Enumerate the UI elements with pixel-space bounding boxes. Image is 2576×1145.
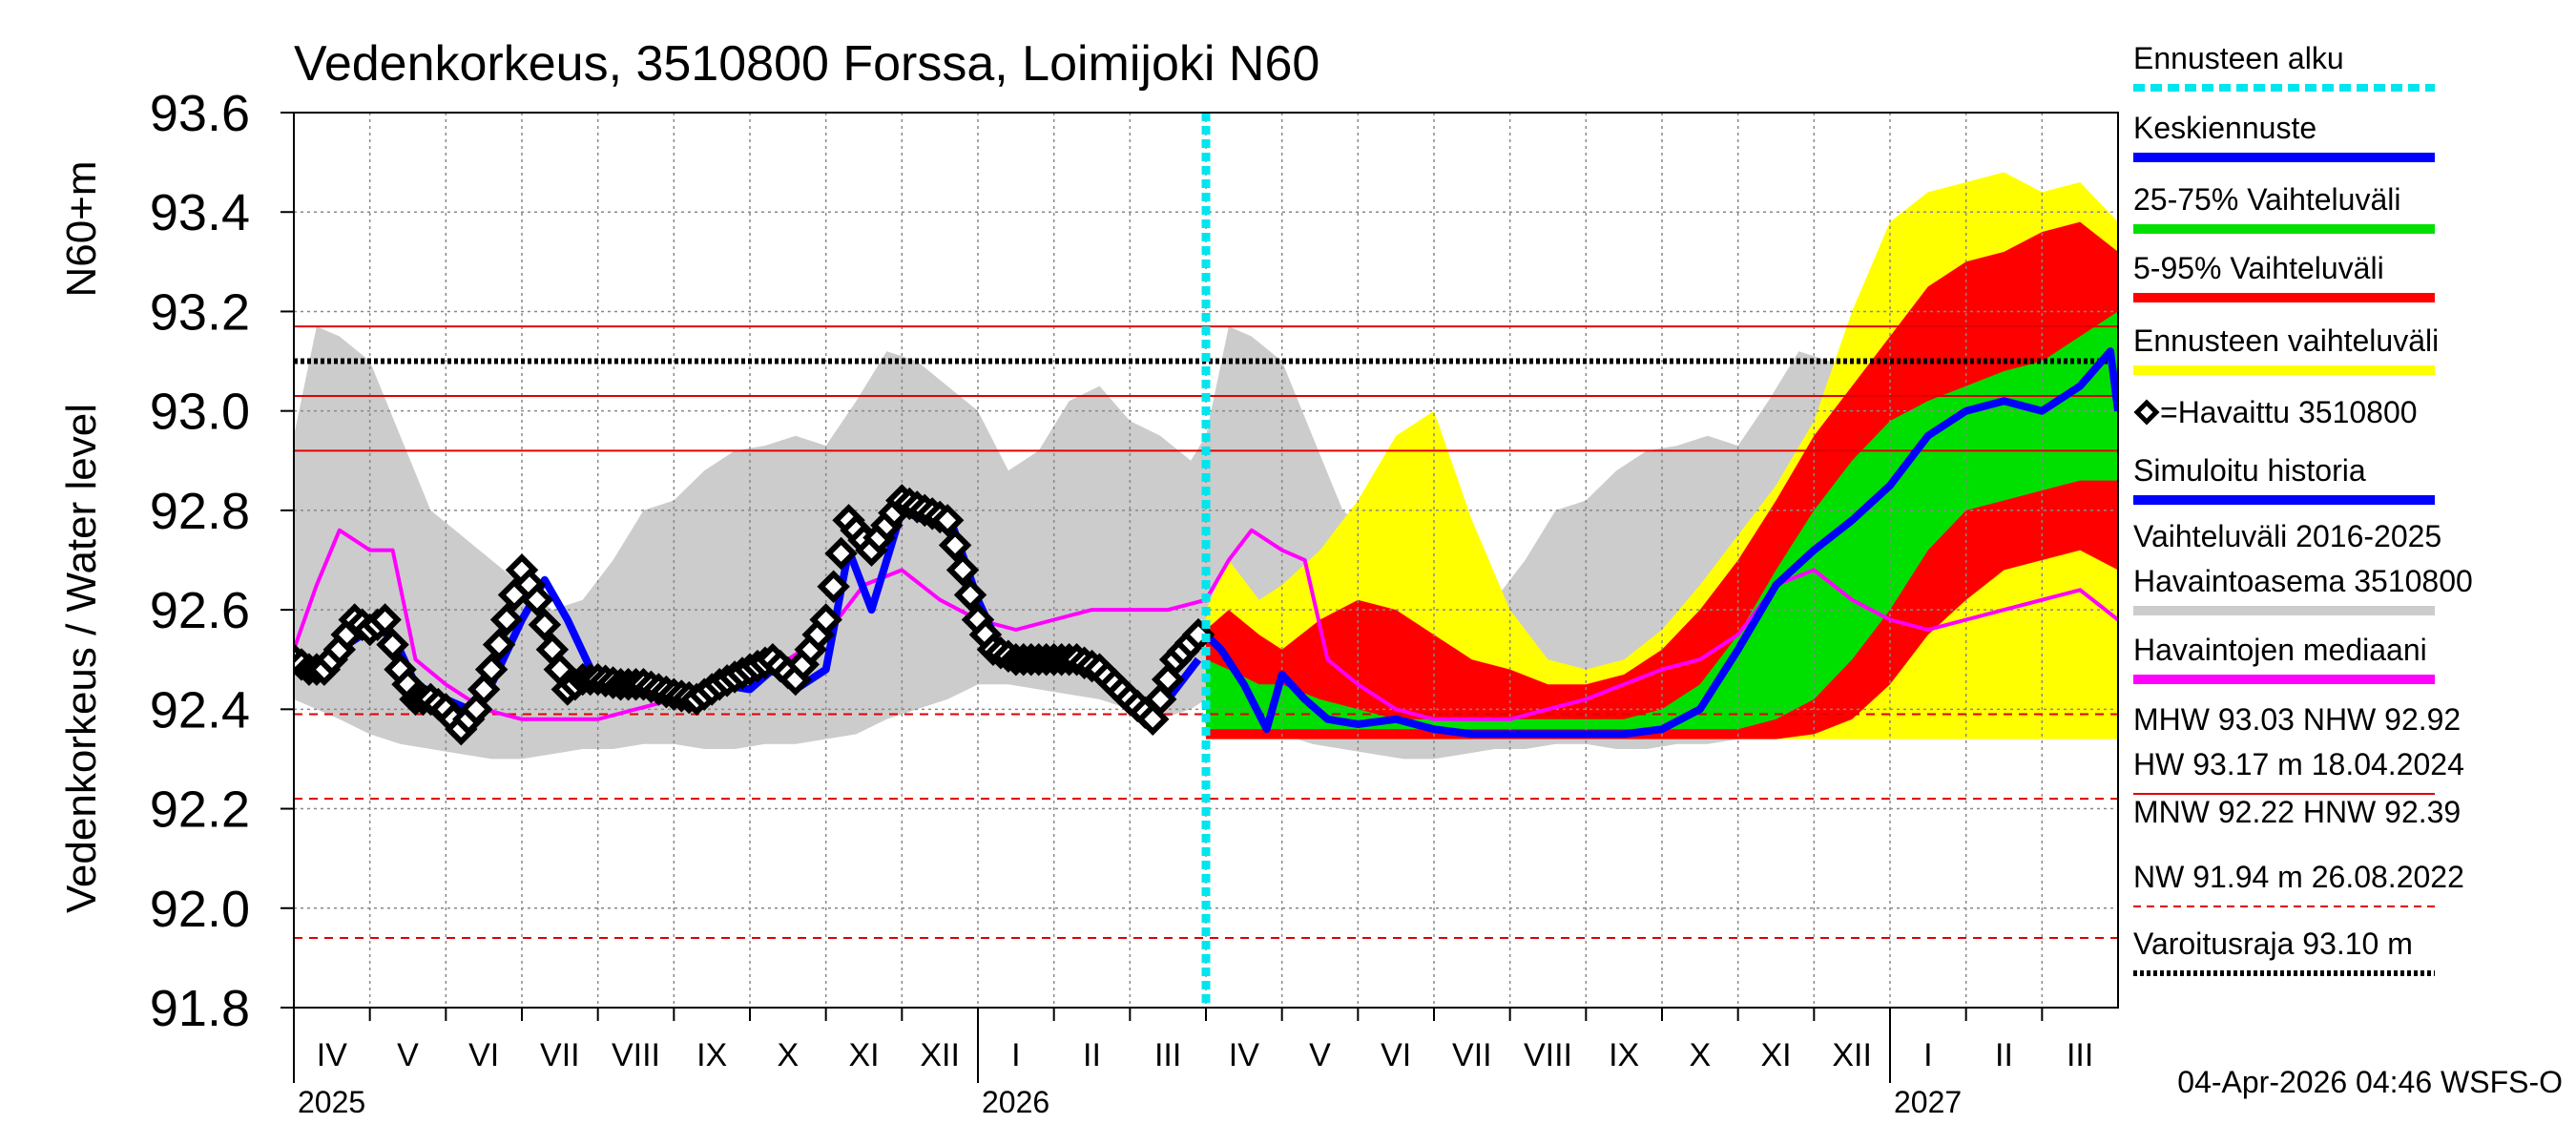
- legend-label: MNW 92.22 HNW 92.39: [2133, 795, 2461, 829]
- observed-marker: [930, 504, 965, 537]
- plot-area: [294, 113, 2118, 1008]
- grid-lines: [294, 113, 2118, 1008]
- year-label: 2027: [1894, 1085, 1962, 1119]
- observed-marker: [938, 529, 972, 562]
- observed-markers: [294, 484, 1215, 746]
- observed-marker: [368, 603, 402, 636]
- observed-marker: [474, 653, 509, 686]
- legend-label: Varoitusraja 93.10 m: [2133, 926, 2413, 961]
- y-tick-label: 92.2: [150, 781, 250, 839]
- y-axis: 93.6 93.4 93.2 93.0 92.8 92.6 92.4 92.2 92.0 91.8: [150, 85, 294, 1037]
- observed-marker: [945, 553, 980, 587]
- legend-label: HW 93.17 m 18.04.2024: [2133, 747, 2464, 781]
- month-label: IV: [317, 1037, 347, 1073]
- month-label: IX: [1609, 1037, 1639, 1073]
- year-label: 2025: [298, 1085, 365, 1119]
- month-label: IV: [1229, 1037, 1259, 1073]
- y-axis-unit-label: N60+m: [58, 160, 105, 297]
- legend-label: Ennusteen alku: [2133, 41, 2344, 75]
- y-tick-label: 93.4: [150, 184, 250, 241]
- month-label: I: [1011, 1037, 1020, 1073]
- month-label: VII: [540, 1037, 580, 1073]
- legend: Ennusteen alku Keskiennuste 25-75% Vaihtel…: [2133, 41, 2473, 976]
- observed-marker: [482, 628, 516, 661]
- month-label: VII: [1452, 1037, 1492, 1073]
- month-label: III: [2067, 1037, 2093, 1073]
- y-tick-label: 93.6: [150, 85, 250, 142]
- month-label: XII: [1832, 1037, 1872, 1073]
- month-label: VI: [1381, 1037, 1411, 1073]
- legend-label: 25-75% Vaihteluväli: [2133, 182, 2400, 217]
- observed-marker: [953, 578, 987, 612]
- x-axis: IV V VI VII VIII IX X XI XII I II III IV V VI VII VIII IX…: [293, 1008, 2093, 1119]
- year-label: 2026: [982, 1085, 1049, 1119]
- month-label: VI: [468, 1037, 499, 1073]
- legend-label: Vaihteluväli 2016-2025: [2133, 519, 2441, 553]
- month-label: VIII: [612, 1037, 660, 1073]
- legend-label: Ennusteen vaihteluväli: [2133, 323, 2439, 358]
- month-label: XII: [920, 1037, 960, 1073]
- month-label: XI: [1760, 1037, 1791, 1073]
- legend-label: Havaintojen mediaani: [2133, 633, 2427, 667]
- month-label: II: [1083, 1037, 1101, 1073]
- range-25-75-band: [1206, 311, 2118, 730]
- month-label: VIII: [1524, 1037, 1572, 1073]
- y-tick-label: 93.2: [150, 283, 250, 341]
- legend-label: Simuloitu historia: [2133, 453, 2366, 488]
- observed-marker: [809, 603, 842, 636]
- legend-label: NW 91.94 m 26.08.2022: [2133, 860, 2464, 894]
- legend-label: Keskiennuste: [2133, 111, 2316, 145]
- legend-label: MHW 93.03 NHW 92.92: [2133, 702, 2461, 737]
- y-tick-label: 92.8: [150, 483, 250, 540]
- month-label: X: [777, 1037, 799, 1073]
- observed-marker: [824, 536, 858, 571]
- observed-marker: [528, 608, 562, 641]
- month-label: III: [1154, 1037, 1181, 1073]
- observed-marker: [489, 603, 524, 636]
- y-tick-label: 92.0: [150, 881, 250, 938]
- month-label: I: [1923, 1037, 1932, 1073]
- observed-marker: [376, 628, 409, 661]
- y-tick-label: 92.6: [150, 582, 250, 639]
- mean-forecast-line: [1203, 347, 2118, 739]
- month-label: V: [397, 1037, 419, 1073]
- month-label: IX: [696, 1037, 727, 1073]
- range-25-75-area: [1206, 311, 2118, 730]
- y-tick-label: 93.0: [150, 384, 250, 441]
- month-label: X: [1689, 1037, 1711, 1073]
- legend-marker-observed: [2133, 399, 2160, 426]
- legend-label: Havaintoasema 3510800: [2133, 564, 2473, 598]
- y-tick-label: 91.8: [150, 980, 250, 1037]
- month-label: II: [1995, 1037, 2013, 1073]
- month-label: V: [1309, 1037, 1331, 1073]
- legend-label: =Havaittu 3510800: [2160, 395, 2418, 429]
- y-axis-label: Vedenkorkeus / Water level: [58, 404, 105, 913]
- footer-timestamp: 04-Apr-2026 04:46 WSFS-O: [2177, 1065, 2563, 1099]
- legend-label: 5-95% Vaihteluväli: [2133, 251, 2384, 285]
- month-label: XI: [848, 1037, 879, 1073]
- chart-title: Vedenkorkeus, 3510800 Forssa, Loimijoki …: [294, 36, 1319, 92]
- observed-marker: [817, 570, 850, 604]
- y-tick-label: 92.4: [150, 681, 250, 739]
- observed-marker: [520, 583, 554, 616]
